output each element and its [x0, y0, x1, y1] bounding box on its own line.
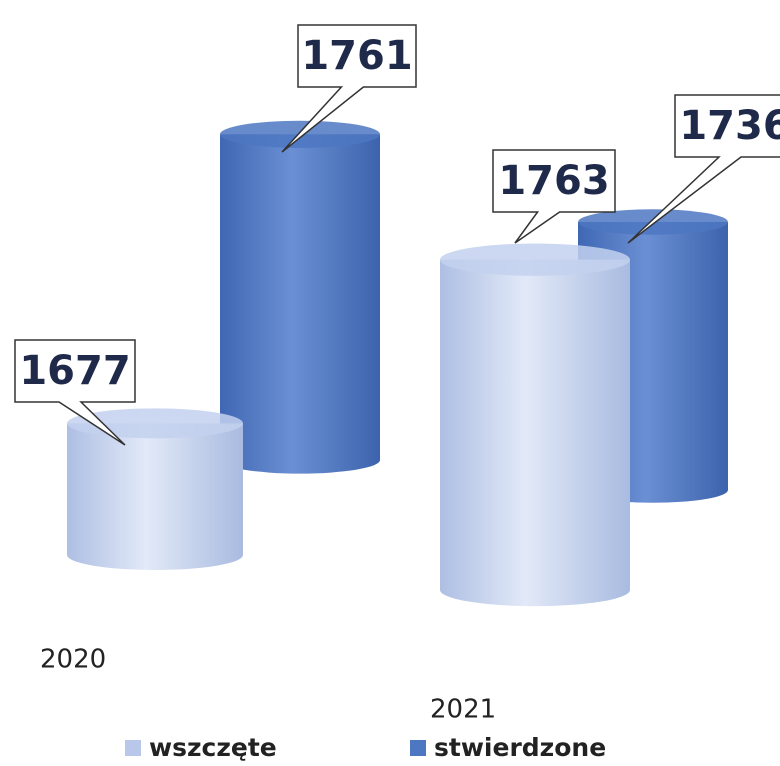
cylinder [220, 120, 380, 474]
legend-label: wszczęte [149, 733, 277, 762]
legend-label: stwierdzone [434, 733, 606, 762]
data-label: 1763 [498, 158, 609, 204]
legend-swatch [125, 740, 141, 756]
cylinder-top [440, 243, 630, 276]
callout [14, 339, 136, 446]
data-label: 1761 [301, 33, 412, 79]
callout [492, 149, 616, 244]
cylinder-body [440, 259, 630, 607]
callout [627, 94, 780, 244]
cylinder-body [220, 134, 380, 474]
callout [281, 24, 417, 153]
legend-swatch [410, 740, 426, 756]
cylinder [440, 243, 630, 607]
data-label: 1736 [679, 103, 780, 149]
x-tick-label: 2020 [40, 645, 106, 675]
x-tick-label: 2021 [430, 695, 496, 725]
cylinder [67, 408, 243, 570]
data-label: 1677 [19, 348, 130, 394]
cylinder-body [67, 423, 243, 570]
